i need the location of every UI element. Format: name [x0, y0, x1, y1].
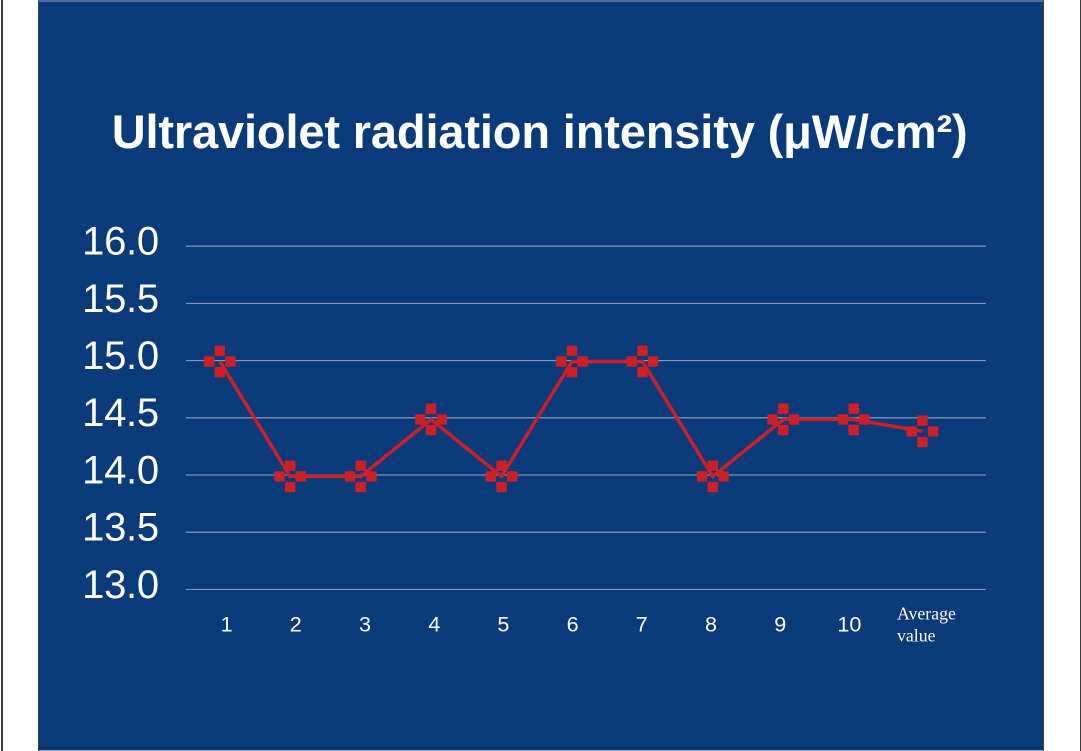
svg-text:value: value: [897, 625, 936, 645]
svg-text:14.0: 14.0: [82, 448, 159, 492]
svg-text:3: 3: [359, 611, 371, 636]
svg-text:4: 4: [428, 611, 440, 636]
svg-text:15.5: 15.5: [82, 277, 159, 321]
svg-text:5: 5: [497, 611, 509, 636]
svg-text:13.5: 13.5: [82, 506, 159, 550]
svg-text:16.0: 16.0: [82, 220, 159, 264]
svg-text:9: 9: [774, 611, 786, 636]
svg-text:15.0: 15.0: [82, 334, 159, 378]
svg-text:13.0: 13.0: [82, 563, 159, 607]
svg-text:6: 6: [567, 611, 579, 636]
svg-text:Average: Average: [897, 604, 956, 624]
svg-text:7: 7: [636, 611, 648, 636]
svg-text:14.5: 14.5: [82, 391, 159, 435]
svg-text:8: 8: [705, 611, 717, 636]
svg-text:2: 2: [290, 611, 302, 636]
svg-text:1: 1: [221, 611, 233, 636]
svg-text:Ultraviolet radiation intensit: Ultraviolet radiation intensity (μW/cm²): [112, 105, 968, 158]
svg-text:10: 10: [837, 611, 861, 636]
